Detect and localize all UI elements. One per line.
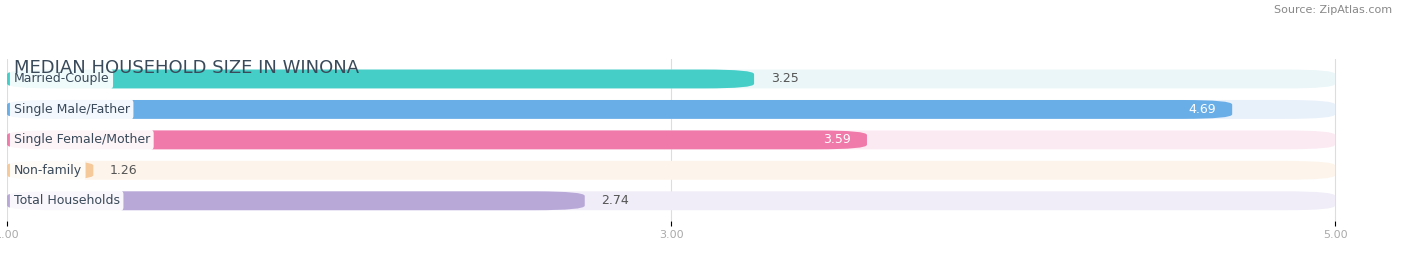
FancyBboxPatch shape [7, 69, 754, 89]
FancyBboxPatch shape [7, 69, 1336, 89]
Text: Total Households: Total Households [14, 194, 120, 207]
FancyBboxPatch shape [7, 130, 1336, 149]
FancyBboxPatch shape [7, 191, 585, 210]
FancyBboxPatch shape [7, 100, 1336, 119]
Text: Single Male/Father: Single Male/Father [14, 103, 129, 116]
FancyBboxPatch shape [7, 191, 1336, 210]
FancyBboxPatch shape [7, 130, 868, 149]
Text: 3.59: 3.59 [823, 133, 851, 146]
Text: 4.69: 4.69 [1188, 103, 1216, 116]
Text: Single Female/Mother: Single Female/Mother [14, 133, 150, 146]
Text: 3.25: 3.25 [770, 72, 799, 86]
Text: MEDIAN HOUSEHOLD SIZE IN WINONA: MEDIAN HOUSEHOLD SIZE IN WINONA [14, 59, 359, 77]
Text: Source: ZipAtlas.com: Source: ZipAtlas.com [1274, 5, 1392, 15]
Text: 1.26: 1.26 [110, 164, 138, 177]
Text: 2.74: 2.74 [602, 194, 628, 207]
Text: Non-family: Non-family [14, 164, 82, 177]
FancyBboxPatch shape [7, 161, 93, 180]
FancyBboxPatch shape [7, 161, 1336, 180]
Text: Married-Couple: Married-Couple [14, 72, 110, 86]
FancyBboxPatch shape [7, 100, 1232, 119]
